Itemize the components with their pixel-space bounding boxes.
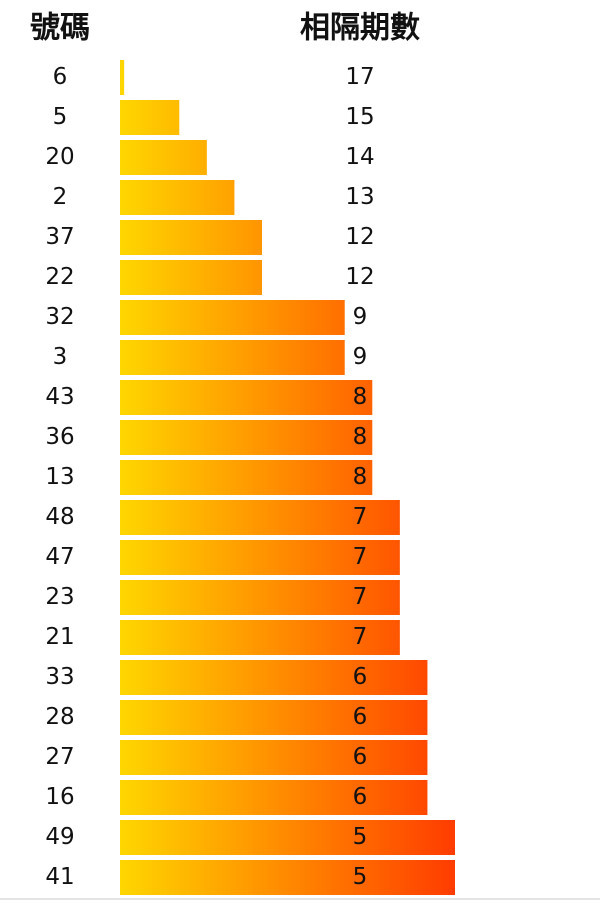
bar bbox=[120, 740, 428, 775]
bar bbox=[120, 820, 455, 855]
value-label: 13 bbox=[345, 184, 374, 210]
category-label: 47 bbox=[45, 544, 74, 570]
value-label: 17 bbox=[345, 64, 374, 90]
bar bbox=[120, 340, 345, 375]
category-label: 23 bbox=[45, 584, 74, 610]
category-label: 41 bbox=[45, 864, 74, 890]
category-label: 13 bbox=[45, 464, 74, 490]
value-label: 12 bbox=[345, 224, 374, 250]
category-label: 36 bbox=[45, 424, 74, 450]
value-header: 相隔期數 bbox=[300, 11, 420, 46]
value-label: 12 bbox=[345, 264, 374, 290]
value-label: 5 bbox=[353, 864, 368, 890]
category-label: 32 bbox=[45, 304, 74, 330]
category-label: 2 bbox=[53, 184, 68, 210]
bar bbox=[120, 260, 262, 295]
value-label: 9 bbox=[353, 304, 368, 330]
category-label: 27 bbox=[45, 744, 74, 770]
category-label: 33 bbox=[45, 664, 74, 690]
value-label: 8 bbox=[353, 384, 368, 410]
bar bbox=[120, 380, 373, 415]
bar bbox=[120, 460, 373, 495]
value-label: 7 bbox=[353, 584, 368, 610]
value-label: 6 bbox=[353, 664, 368, 690]
value-label: 8 bbox=[353, 424, 368, 450]
value-label: 8 bbox=[353, 464, 368, 490]
value-label: 7 bbox=[353, 504, 368, 530]
bar bbox=[120, 780, 428, 815]
bar bbox=[120, 60, 125, 95]
value-label: 5 bbox=[353, 824, 368, 850]
bar bbox=[120, 140, 207, 175]
bar bbox=[120, 660, 428, 695]
category-label: 43 bbox=[45, 384, 74, 410]
value-label: 6 bbox=[353, 784, 368, 810]
bar bbox=[120, 180, 235, 215]
bar bbox=[120, 540, 400, 575]
bar bbox=[120, 420, 373, 455]
category-header: 號碼 bbox=[30, 11, 90, 46]
value-label: 6 bbox=[353, 704, 368, 730]
category-label: 28 bbox=[45, 704, 74, 730]
bar bbox=[120, 860, 455, 895]
category-label: 20 bbox=[45, 144, 74, 170]
value-label: 6 bbox=[353, 744, 368, 770]
value-label: 14 bbox=[345, 144, 374, 170]
bar bbox=[120, 220, 262, 255]
category-label: 16 bbox=[45, 784, 74, 810]
value-label: 7 bbox=[353, 624, 368, 650]
value-label: 9 bbox=[353, 344, 368, 370]
bar bbox=[120, 700, 428, 735]
value-label: 15 bbox=[345, 104, 374, 130]
category-label: 49 bbox=[45, 824, 74, 850]
bar bbox=[120, 620, 400, 655]
category-label: 3 bbox=[53, 344, 68, 370]
category-label: 21 bbox=[45, 624, 74, 650]
bar bbox=[120, 500, 400, 535]
bar bbox=[120, 580, 400, 615]
category-label: 22 bbox=[45, 264, 74, 290]
value-label: 7 bbox=[353, 544, 368, 570]
bar bbox=[120, 100, 180, 135]
category-label: 5 bbox=[53, 104, 68, 130]
category-label: 6 bbox=[53, 64, 68, 90]
category-label: 48 bbox=[45, 504, 74, 530]
category-label: 37 bbox=[45, 224, 74, 250]
bar bbox=[120, 300, 345, 335]
